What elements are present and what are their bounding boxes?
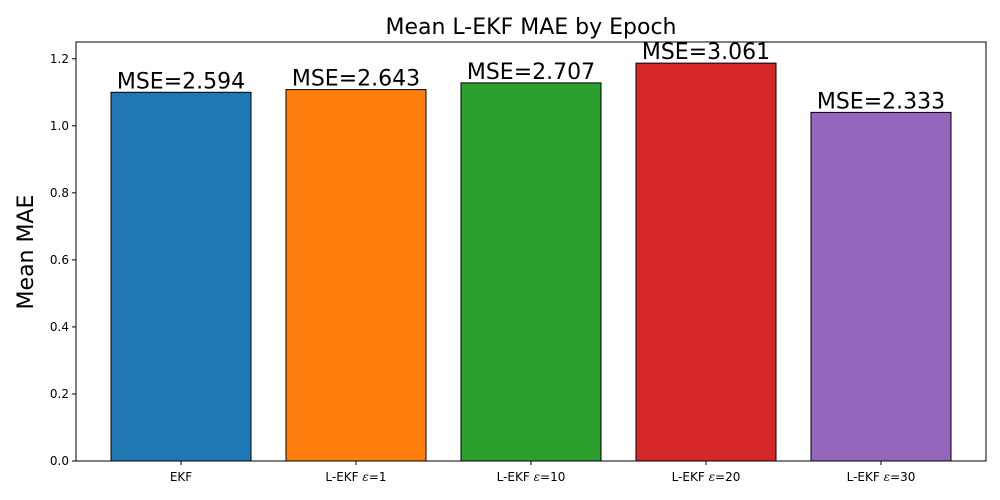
y-tick-label: 0.6 xyxy=(50,253,69,267)
x-tick-label: L-EKF ε=30 xyxy=(847,470,916,484)
x-tick-label: EKF xyxy=(170,470,192,484)
bar xyxy=(110,91,252,462)
x-tick-label: L-EKF ε=10 xyxy=(497,470,566,484)
y-tick-label: 1.2 xyxy=(50,52,69,66)
y-tick-label: 1.0 xyxy=(50,119,69,133)
bar xyxy=(460,82,602,462)
bar xyxy=(810,111,952,462)
y-tick-label: 0.4 xyxy=(50,320,69,334)
y-axis-label: Mean MAE xyxy=(14,195,39,310)
data-label: MSE=2.707 xyxy=(467,60,595,85)
chart-title: Mean L-EKF MAE by Epoch xyxy=(386,15,677,40)
data-label: MSE=2.594 xyxy=(117,69,245,94)
bar xyxy=(635,62,777,462)
data-label: MSE=2.643 xyxy=(292,67,420,92)
x-tick-label: L-EKF ε=20 xyxy=(672,470,741,484)
x-tick-label: L-EKF ε=1 xyxy=(325,470,386,484)
plot-area: 0.0 0.2 0.4 0.6 0.8 1.0 1.2 EKF L-EKF ε=1 L-EKF ε… xyxy=(50,40,987,484)
y-tick-label: 0.2 xyxy=(50,387,69,401)
y-tick-label: 0.8 xyxy=(50,186,69,200)
data-label: MSE=3.061 xyxy=(642,40,770,65)
y-tick-label: 0.0 xyxy=(50,454,69,468)
bar xyxy=(285,89,427,462)
data-label: MSE=2.333 xyxy=(817,89,945,114)
